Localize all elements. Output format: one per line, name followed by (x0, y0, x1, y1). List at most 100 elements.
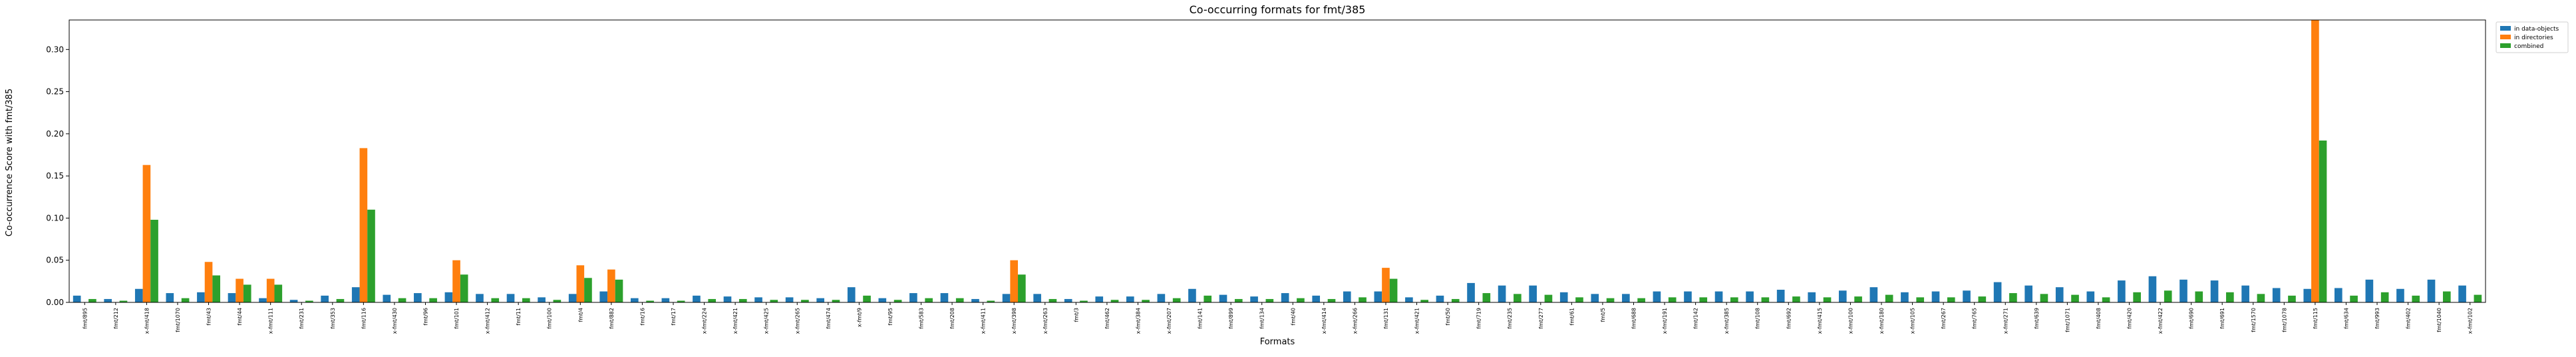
bar (2055, 287, 2064, 302)
x-tick-label: x-fmt/266 (1352, 308, 1358, 334)
x-tick-label: x-fmt/430 (392, 308, 398, 334)
bar (2133, 292, 2141, 302)
bar (289, 300, 298, 302)
bar (615, 279, 623, 302)
x-tick-label: fmt/691 (2219, 308, 2225, 329)
bar (243, 284, 251, 302)
bar (2257, 294, 2265, 302)
bar (506, 294, 515, 302)
x-tick-label: x-fmt/100 (1848, 308, 1853, 334)
x-tick-label: fmt/583 (919, 308, 925, 329)
bar (646, 300, 654, 302)
bar (2396, 288, 2404, 302)
x-tick-label: x-fmt/414 (1321, 308, 1327, 334)
y-tick-label: 0.20 (46, 129, 64, 139)
bar (1219, 294, 1227, 302)
bar (2458, 285, 2466, 302)
x-tick-label: fmt/277 (1538, 308, 1544, 329)
bar (770, 300, 778, 302)
bar (1126, 296, 1134, 302)
bar (383, 294, 391, 302)
bar (1978, 296, 1987, 302)
x-tick-label: x-fmt/418 (144, 308, 150, 334)
bar (2442, 291, 2451, 302)
x-tick-label: fmt/420 (2127, 308, 2133, 329)
bar (1482, 293, 1491, 302)
bar (1684, 291, 1692, 302)
x-tick-label: fmt/141 (1198, 308, 1204, 329)
bar (1095, 296, 1104, 302)
bar (1172, 298, 1181, 302)
bar (1002, 294, 1011, 302)
legend-label: combined (2514, 43, 2543, 50)
bar (2365, 279, 2374, 302)
bar (1018, 274, 1026, 302)
x-tick-label: fmt/474 (826, 308, 832, 329)
bar (359, 148, 368, 302)
bar (2272, 288, 2281, 302)
bar (630, 298, 639, 302)
bar (909, 293, 917, 302)
bar (1963, 290, 1971, 302)
bar (723, 296, 732, 302)
x-tick-label: fmt/402 (2406, 308, 2412, 329)
x-tick-label: fmt/3 (1073, 308, 1079, 322)
bar (2427, 279, 2436, 302)
bar (2241, 285, 2249, 302)
y-axis-label: Co-occurrence Score with fmt/385 (5, 89, 15, 236)
bar (1544, 294, 1553, 302)
bar (832, 300, 840, 302)
bar (2195, 291, 2203, 302)
x-tick-label: fmt/44 (237, 308, 243, 326)
x-tick-label: fmt/16 (639, 308, 645, 326)
bar (1033, 294, 1041, 302)
bar (2474, 294, 2482, 302)
x-tick-label: fmt/61 (1569, 308, 1575, 326)
bar (816, 298, 824, 302)
bar (1668, 297, 1677, 302)
bar (1420, 300, 1428, 302)
y-tick-label: 0.30 (46, 45, 64, 54)
bar (1297, 298, 1305, 302)
bar (677, 300, 685, 302)
bar (1761, 297, 1770, 302)
bar (367, 209, 375, 302)
bar (197, 292, 205, 302)
x-tick-label: x-fmt/102 (2468, 308, 2474, 334)
bar (460, 274, 468, 302)
bar (1010, 260, 1019, 302)
bar (2303, 288, 2312, 302)
bar (1110, 300, 1119, 302)
x-tick-label: x-fmt/411 (981, 308, 987, 334)
bar (1714, 291, 1723, 302)
x-tick-label: fmt/43 (206, 308, 212, 326)
bar (1265, 298, 1274, 302)
bar (878, 298, 887, 302)
x-tick-label: fmt/1071 (2064, 308, 2070, 332)
x-tick-label: fmt/208 (949, 308, 955, 329)
legend-swatch (2500, 43, 2511, 48)
x-tick-label: x-fmt/265 (794, 308, 800, 334)
bar (351, 287, 360, 302)
bar (452, 260, 460, 302)
x-tick-label: fmt/634 (2343, 308, 2349, 329)
bar (607, 269, 615, 302)
bar (522, 298, 530, 302)
x-tick-label: fmt/100 (547, 308, 553, 329)
x-tick-label: x-fmt/421 (732, 308, 738, 334)
bar (2311, 20, 2319, 302)
bar (1838, 290, 1847, 302)
bar (785, 297, 794, 302)
bar (955, 298, 964, 302)
x-tick-label: fmt/142 (1693, 308, 1699, 329)
bar (2412, 295, 2420, 302)
x-tick-label: fmt/993 (2374, 308, 2380, 329)
bar (738, 298, 747, 302)
x-tick-label: fmt/96 (422, 308, 428, 326)
bar (1901, 292, 1909, 302)
bar (1529, 285, 1537, 302)
x-tick-label: x-fmt/398 (1011, 308, 1017, 334)
bar (491, 298, 500, 302)
bar (1234, 298, 1243, 302)
